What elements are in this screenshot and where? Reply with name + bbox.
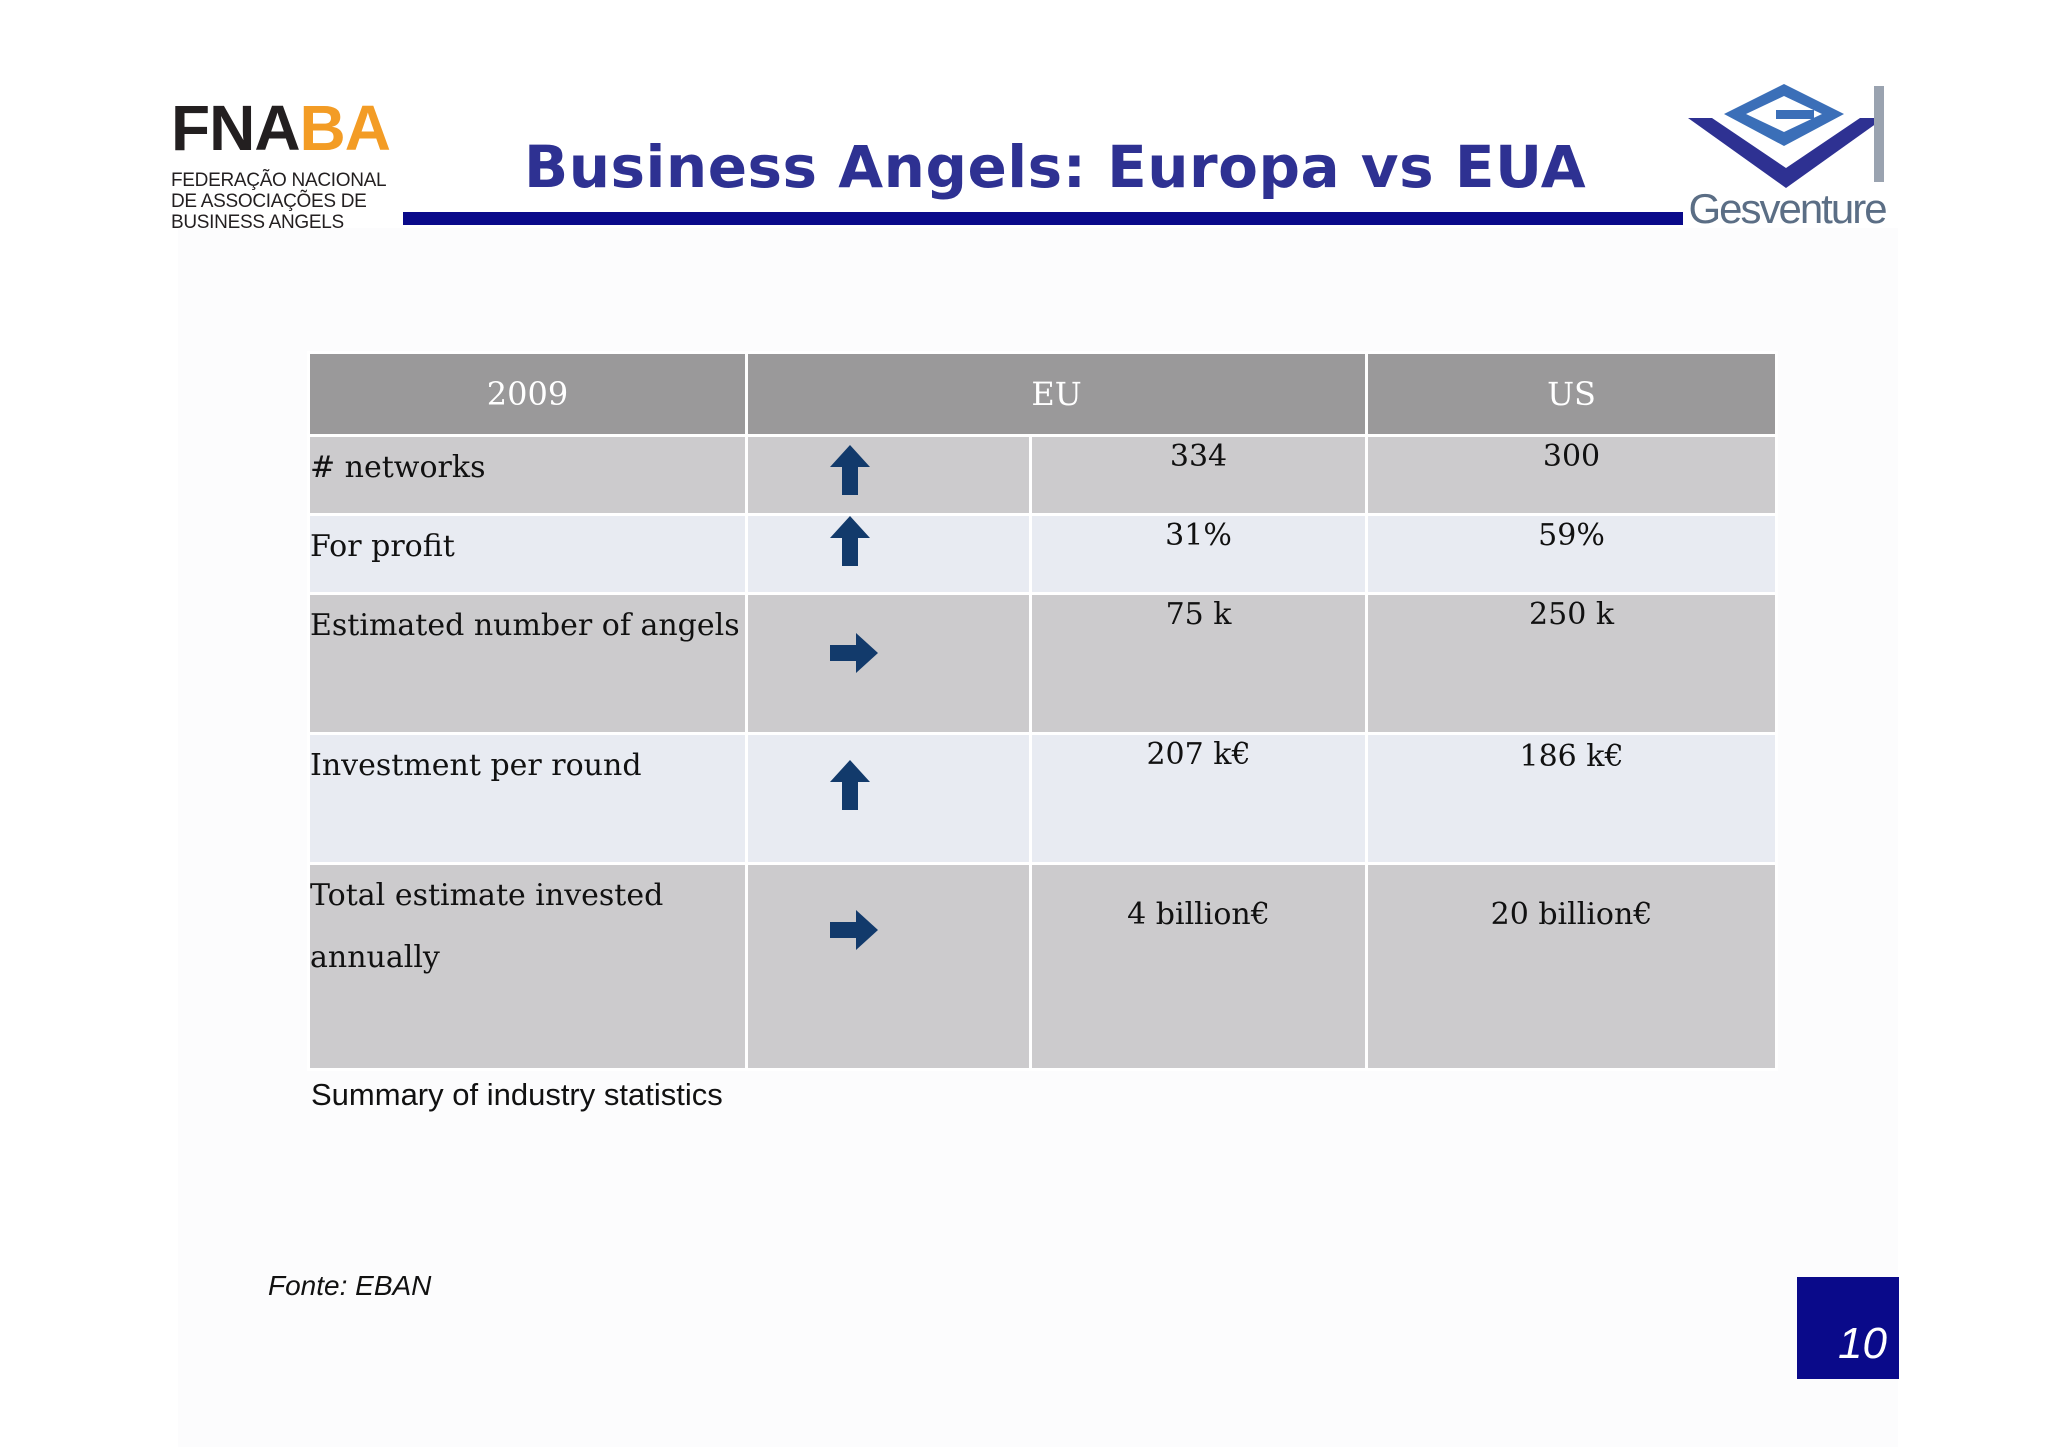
table-row: Estimated number of angels 75 k 250 k <box>307 592 1779 735</box>
fnaba-subtitle: FEDERAÇÃO NACIONAL DE ASSOCIAÇÕES DE BUS… <box>171 170 387 233</box>
gesventure-wordmark: Gesventure <box>1688 185 1887 232</box>
row-label: Total estimate invested annually <box>307 862 748 1071</box>
trend-cell <box>745 592 1032 735</box>
title-underline <box>403 212 1683 225</box>
eu-value: 207 k€ <box>1028 732 1369 865</box>
trend-cell <box>745 434 1032 516</box>
fnaba-wordmark: FNABA <box>171 92 391 164</box>
table-row: Investment per round 207 k€ 186 k€ <box>307 732 1779 865</box>
us-value: 250 k <box>1365 592 1779 735</box>
arrow-up-icon <box>830 445 870 495</box>
table-row: # networks 334 300 <box>307 434 1779 516</box>
us-value: 59% <box>1365 513 1779 595</box>
trend-cell <box>745 862 1032 1071</box>
trend-cell <box>745 513 1032 595</box>
header-year: 2009 <box>307 351 748 437</box>
table-header-row: 2009 EU US <box>307 351 1779 437</box>
arrow-right-icon <box>830 633 878 673</box>
slide-title: Business Angels: Europa vs EUA <box>524 133 1587 201</box>
arrow-up-icon <box>830 760 870 810</box>
arrow-up-icon <box>830 516 870 566</box>
us-value: 300 <box>1365 434 1779 516</box>
eu-value: 4 billion€ <box>1028 862 1369 1071</box>
eu-value: 31% <box>1028 513 1369 595</box>
table-caption: Summary of industry statistics <box>311 1077 723 1112</box>
row-label: Estimated number of angels <box>307 592 748 735</box>
arrow-right-icon <box>830 910 878 950</box>
header-us: US <box>1365 351 1779 437</box>
page-number: 10 <box>1838 1319 1887 1368</box>
statistics-table: 2009 EU US # networks 334 300 For profit… <box>307 351 1779 1071</box>
fnaba-logo: FNABA FEDERAÇÃO NACIONAL DE ASSOCIAÇÕES … <box>171 96 411 233</box>
us-value: 186 k€ <box>1365 732 1779 865</box>
us-value: 20 billion€ <box>1365 862 1779 1071</box>
gesventure-emblem-icon <box>1688 84 1884 188</box>
eu-value: 75 k <box>1028 592 1369 735</box>
trend-cell <box>745 732 1032 865</box>
table-row: Total estimate invested annually 4 billi… <box>307 862 1779 1071</box>
row-label: For profit <box>307 513 748 595</box>
header-eu: EU <box>744 351 1369 437</box>
table-row: For profit 31% 59% <box>307 513 1779 595</box>
source-note: Fonte: EBAN <box>268 1270 432 1301</box>
gesventure-logo: Gesventure <box>1684 84 1890 234</box>
row-label: # networks <box>307 434 748 516</box>
page-number-box: 10 <box>1797 1277 1899 1379</box>
row-label: Investment per round <box>307 732 748 865</box>
eu-value: 334 <box>1028 434 1369 516</box>
